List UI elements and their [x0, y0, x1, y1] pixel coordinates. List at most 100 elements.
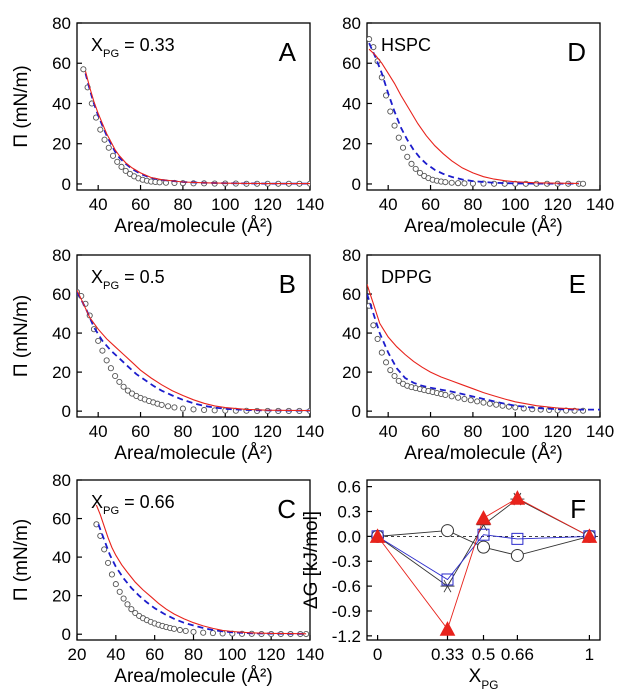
y-tick-label: 40 — [52, 548, 71, 567]
y-tick-label: 40 — [52, 94, 71, 113]
x-tick-label: 140 — [586, 195, 614, 214]
data-point — [159, 402, 164, 407]
y-tick-label: -0.6 — [332, 577, 361, 596]
data-point — [455, 395, 460, 400]
series-circles — [74, 289, 312, 413]
data-point — [392, 373, 397, 378]
y-tick-label: 20 — [342, 135, 361, 154]
x-tick-label: 60 — [131, 422, 150, 441]
data-point — [388, 109, 393, 114]
panel-letter: B — [279, 269, 296, 299]
data-point — [165, 404, 170, 409]
data-point — [443, 392, 448, 397]
data-point — [180, 406, 185, 411]
data-point — [487, 401, 492, 406]
x-tick-label: 20 — [68, 645, 87, 664]
y-tick-label: 0 — [62, 175, 71, 194]
x-tick-label: 40 — [89, 422, 108, 441]
panel-letter: F — [570, 494, 586, 524]
data-point — [106, 145, 111, 150]
panel-e: 0 20 40 60 80 40 60 80 100 120 140 Area/molecule (Å… — [342, 246, 614, 464]
data-point — [98, 127, 103, 132]
x-tick-label: 100 — [211, 195, 239, 214]
data-point — [109, 572, 114, 577]
y-axis-label: Π (mN/m) — [11, 295, 32, 377]
plot-frame — [367, 480, 600, 640]
data-point — [375, 336, 380, 341]
x-tick-label: 40 — [106, 645, 125, 664]
x-tick-label: 120 — [253, 422, 281, 441]
y-tick-label: 40 — [342, 94, 361, 113]
y-axis-label: ΔG [kJ/mol] — [301, 511, 322, 609]
x-tick-label: 140 — [296, 195, 324, 214]
series-dashed-line — [77, 292, 310, 411]
x-tick-label: 60 — [145, 645, 164, 664]
data-point — [413, 166, 418, 171]
data-point — [392, 123, 397, 128]
data-point — [117, 379, 122, 384]
x-axis-label: Area/molecule (Å²) — [404, 443, 562, 464]
x-tick-label: 80 — [173, 422, 192, 441]
x-tick-label: 60 — [131, 195, 150, 214]
panel-title: DPPG — [381, 267, 432, 287]
plot-area — [367, 284, 600, 413]
x-tick-label: 40 — [89, 195, 108, 214]
data-point — [110, 153, 115, 158]
y-tick-label: 60 — [342, 285, 361, 304]
y-tick-label: 0 — [352, 402, 361, 421]
data-point — [121, 384, 126, 389]
data-point — [475, 399, 480, 404]
panel-a: 02040608040 60 80 100 120 140Area/molecule (Å… — [11, 14, 324, 237]
series-circles — [367, 303, 586, 413]
data-point — [102, 547, 107, 552]
data-point — [494, 402, 499, 407]
series-circles — [81, 67, 313, 187]
data-point — [405, 154, 410, 159]
data-point — [379, 350, 384, 355]
x-tick-label: 120 — [257, 645, 285, 664]
data-point — [201, 407, 206, 412]
data-point — [388, 368, 393, 373]
x-tick-label: 100 — [501, 422, 529, 441]
data-point — [462, 396, 467, 401]
data-point — [183, 628, 188, 633]
y-axis-label: Π (mN/m) — [11, 519, 32, 601]
x-tick-label: 100 — [501, 195, 529, 214]
plot-area — [74, 289, 312, 413]
data-point — [371, 323, 376, 328]
y-tick-label: 80 — [52, 246, 71, 265]
panel-letter: C — [277, 494, 296, 524]
data-point-circle — [441, 525, 453, 537]
data-point — [171, 626, 176, 631]
y-tick-label: 0 — [62, 625, 71, 644]
y-tick-label: 0.6 — [337, 478, 361, 497]
x-tick-label: 140 — [586, 422, 614, 441]
data-point — [96, 338, 101, 343]
y-tick-label: 40 — [342, 324, 361, 343]
series-circles — [94, 522, 309, 637]
data-point — [400, 145, 405, 150]
y-tick-label: 60 — [52, 285, 71, 304]
series-solid-line — [96, 505, 306, 634]
data-point — [455, 181, 460, 186]
series-solid-line — [369, 49, 579, 183]
data-point-triangle — [477, 511, 491, 524]
y-tick-label: 0 — [62, 402, 71, 421]
panel-title: XPG = 0.5 — [91, 267, 165, 292]
y-tick-label: 80 — [52, 14, 71, 33]
data-point — [105, 560, 110, 565]
x-tick-label: 0.33 — [431, 645, 464, 664]
x-tick-label: 80 — [463, 422, 482, 441]
data-point — [125, 602, 130, 607]
data-point-triangle — [440, 622, 454, 635]
x-tick-label: 80 — [173, 195, 192, 214]
data-point-circle — [511, 549, 523, 561]
x-tick-label: 60 — [421, 422, 440, 441]
data-point — [449, 180, 454, 185]
y-tick-label: 80 — [342, 246, 361, 265]
x-tick-label: 80 — [184, 645, 203, 664]
data-point-circle — [478, 541, 490, 553]
panel-letter: E — [569, 269, 586, 299]
x-tick-label: 100 — [211, 422, 239, 441]
